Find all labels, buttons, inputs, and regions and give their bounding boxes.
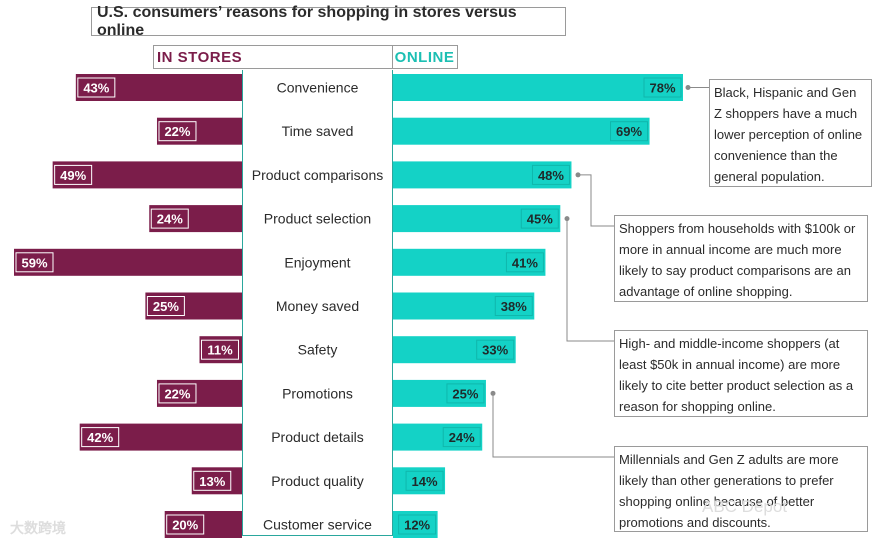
store-label-box-enjoyment (15, 252, 54, 273)
online-value-product-quality: 14% (412, 474, 438, 489)
online-value-product-comparisons: 48% (538, 168, 564, 183)
online-label-box-money-saved (494, 296, 533, 316)
store-value-promotions: 22% (164, 386, 190, 401)
note-product-selection: High- and middle-income shoppers (at lea… (614, 330, 868, 417)
store-label-box-money-saved (146, 296, 185, 316)
category-label-product-quality: Product quality (271, 473, 364, 489)
online-label-box-product-selection (520, 208, 559, 229)
online-bar-convenience (393, 74, 683, 101)
store-value-product-details: 42% (87, 430, 113, 445)
store-label-box-product-quality (193, 470, 232, 491)
online-value-product-selection: 45% (527, 212, 553, 227)
online-value-customer-service: 12% (404, 518, 430, 533)
online-value-product-details: 24% (449, 430, 475, 445)
online-value-money-saved: 38% (501, 299, 527, 314)
online-bar-time-saved (393, 117, 650, 145)
watermark-right: ABC Depot (702, 497, 788, 516)
category-label-convenience: Convenience (277, 80, 359, 96)
store-value-customer-service: 20% (172, 518, 198, 533)
store-label-box-time-saved (158, 121, 197, 142)
store-value-product-comparisons: 49% (60, 168, 86, 183)
category-label-time-saved: Time saved (282, 123, 354, 139)
online-value-enjoyment: 41% (512, 255, 538, 270)
online-label-box-safety (476, 339, 515, 360)
store-value-money-saved: 25% (153, 299, 179, 314)
online-label-box-product-details (442, 427, 481, 448)
category-label-customer-service: Customer service (263, 517, 372, 533)
category-label-promotions: Promotions (282, 385, 353, 401)
online-label-box-promotions (446, 383, 485, 404)
category-label-money-saved: Money saved (276, 298, 359, 314)
online-label-box-product-comparisons (531, 164, 570, 185)
online-value-promotions: 25% (452, 386, 478, 401)
note-promotions: Millennials and Gen Z adults are more li… (614, 446, 868, 532)
note-convenience: Black, Hispanic and Gen Z shoppers have … (709, 79, 872, 187)
store-value-product-quality: 13% (199, 474, 225, 489)
watermark-left: 大数跨境 (10, 520, 66, 536)
store-label-box-product-comparisons (54, 164, 93, 185)
in-stores-header: IN STORES (153, 45, 393, 69)
store-label-box-customer-service (166, 514, 205, 535)
connector-line-product-comparisons (578, 174, 614, 227)
store-value-enjoyment: 59% (21, 255, 47, 270)
note-product-comparisons: Shoppers from households with $100k or m… (614, 215, 868, 302)
store-label-box-convenience (77, 77, 116, 98)
online-label-box-enjoyment (505, 252, 544, 273)
store-label-box-safety (200, 339, 239, 360)
online-value-time-saved: 69% (616, 124, 642, 139)
online-label-box-convenience (643, 77, 682, 98)
online-header: ONLINE (392, 45, 458, 69)
online-label-box-time-saved (610, 121, 649, 142)
connector-line-promotions (492, 393, 614, 458)
store-value-safety: 11% (207, 343, 233, 358)
online-value-convenience: 78% (649, 81, 675, 96)
store-label-box-product-details (81, 427, 120, 448)
store-value-convenience: 43% (83, 81, 109, 96)
online-label-box-product-quality (405, 470, 444, 491)
connector-line-product-selection (566, 218, 614, 342)
store-label-box-promotions (158, 383, 197, 404)
category-label-enjoyment: Enjoyment (284, 254, 350, 270)
category-label-product-selection: Product selection (264, 211, 371, 227)
store-value-product-selection: 24% (157, 212, 183, 227)
category-column-frame (242, 70, 393, 536)
category-label-product-details: Product details (271, 429, 364, 445)
category-label-safety: Safety (298, 342, 338, 358)
category-label-product-comparisons: Product comparisons (252, 167, 384, 183)
online-value-safety: 33% (482, 343, 508, 358)
store-value-time-saved: 22% (164, 124, 190, 139)
chart-title: U.S. consumers’ reasons for shopping in … (91, 4, 566, 39)
store-label-box-product-selection (150, 208, 189, 229)
online-label-box-customer-service (398, 514, 437, 535)
